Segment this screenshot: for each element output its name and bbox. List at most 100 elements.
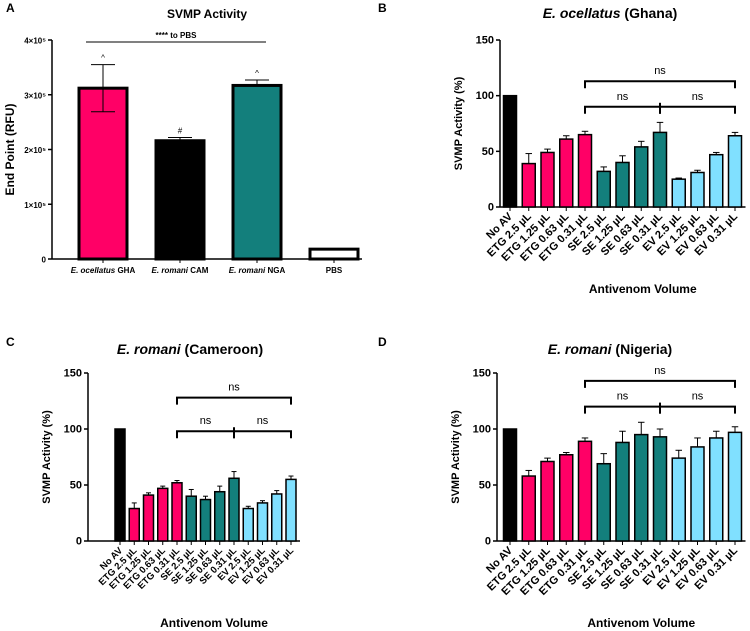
y-tick-label: 0 [488,202,494,214]
y-axis-label: SVMP Activity (%) [41,410,53,504]
significance-mark: # [178,126,183,135]
significance-bracket [233,430,292,439]
bar [199,498,212,542]
y-tick-label: 3×10⁵ [24,91,46,100]
bar [502,428,518,542]
bar [77,86,129,261]
significance-bracket [584,405,661,414]
y-tick-label: 0 [42,256,47,265]
y-tick-label: 4×10⁵ [24,37,46,46]
bar [596,462,611,542]
significance-label: ns [617,91,629,103]
bar [171,482,183,542]
y-tick-label: 50 [70,480,82,492]
bar [577,133,593,208]
significance-label: ns [257,415,269,427]
panel-label: A [6,1,15,15]
significance-mark: ^ [255,69,259,78]
bar [231,83,283,261]
y-tick-label: 0 [485,536,491,548]
bar [521,475,536,542]
bar [308,247,360,261]
significance-bracket [176,430,235,439]
y-tick-label: 2×10⁵ [24,146,46,155]
panel-label: B [378,1,387,15]
bar [634,146,649,208]
bar [709,153,724,208]
x-tick-label: PBS [326,266,343,275]
panel-label: D [378,335,387,349]
bar [634,433,649,542]
x-axis-label: Antivenom Volume [587,616,695,630]
chart-title: E. romani (Nigeria) [548,341,672,357]
panel-D: D E. romani (Nigeria) 0 50 100 150 SVMP Activi… [378,335,746,630]
bar [228,477,240,542]
bar [214,490,226,542]
bar [157,487,169,542]
chart-title: E. ocellatus (Ghana) [543,5,678,21]
bar [256,502,269,542]
significance-label: ns [654,65,666,77]
bar [154,139,206,261]
y-tick-label: 100 [64,424,82,436]
bar [709,437,724,542]
bar [285,478,297,542]
bar [690,171,705,208]
bar [596,170,611,208]
bar [185,495,197,542]
y-tick-label: 150 [64,368,82,380]
bar [652,131,668,208]
significance-label: ns [692,91,704,103]
bar [671,178,686,208]
significance-mark: ^ [101,54,105,63]
bar [502,94,518,208]
significance-label: ns [228,382,240,394]
bar [652,436,668,542]
y-tick-label: 150 [476,35,494,47]
y-tick-label: 0 [76,536,82,548]
significance-label: ns [692,391,704,403]
panel-C: C E. romani (Cameroon) 0 50 100 150 SVMP Activ… [6,335,300,630]
significance-bracket [176,396,292,405]
significance-bracket [659,405,736,414]
bar [521,162,536,208]
x-tick-label: E. romani CAM [152,266,209,275]
significance-bracket [584,105,661,114]
bar [577,440,593,542]
bar [271,493,283,542]
x-tick-label: E. romani NGA [229,266,286,275]
significance-bracket [584,379,736,388]
bar [540,460,555,542]
significance-label: ns [617,391,629,403]
bar [690,446,705,542]
bar [615,161,630,208]
bar [559,454,574,542]
significance-label: ns [200,415,212,427]
x-tick-label: E. ocellatus GHA [71,266,136,275]
bar [559,138,574,208]
y-axis-label: SVMP Activity (%) [450,410,462,504]
bar [727,431,743,542]
y-tick-label: 100 [476,90,494,102]
y-axis-label: SVMP Activity (%) [453,76,465,170]
panel-label: C [6,335,15,349]
significance-label: ns [654,365,666,377]
y-tick-label: 150 [473,368,491,380]
y-tick-label: 50 [479,480,491,492]
significance-annotation: **** to PBS [156,31,198,40]
bar [615,441,630,542]
x-axis-label: Antivenom Volume [589,282,697,296]
bar [142,494,155,542]
chart-title: SVMP Activity [167,7,247,21]
significance-bracket [584,80,736,89]
bar [671,457,686,542]
bar [242,507,254,542]
bar [114,428,126,542]
bar [540,151,555,208]
significance-bracket [659,105,736,114]
y-tick-label: 100 [473,424,491,436]
panel-A: A SVMP Activity 0 1×10⁵ 2×10⁵ 3×10⁵ 4×10⁵ End P… [3,1,362,275]
panel-B: B E. ocellatus (Ghana) 0 50 100 150 SVMP Activ… [378,1,746,296]
bar [128,507,140,542]
